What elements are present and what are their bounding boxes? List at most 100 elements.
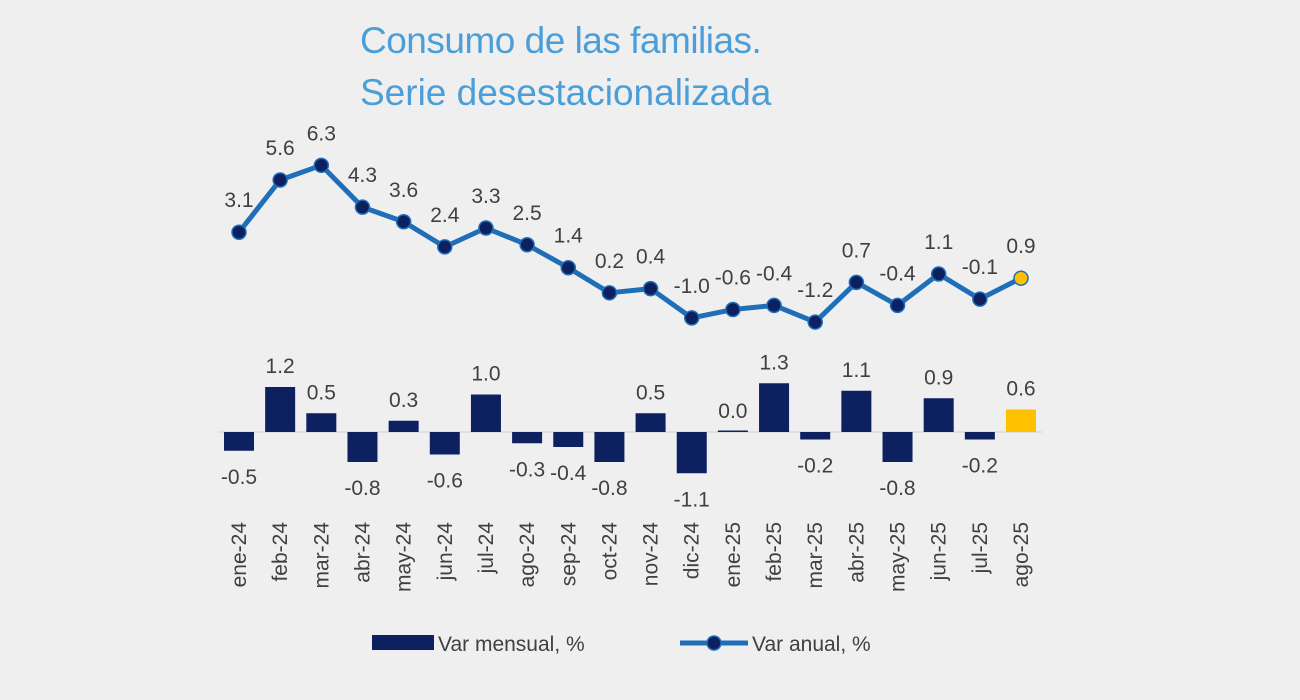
- bar-jul-25: [964, 432, 995, 440]
- bar-feb-25: [759, 383, 790, 432]
- chart-subtitle: Serie desestacionalizada: [360, 72, 772, 113]
- line-label: 0.4: [636, 246, 666, 269]
- x-tick-label: feb-25: [763, 522, 786, 582]
- bar-label: 0.5: [636, 381, 665, 404]
- line-point-ene-25: [725, 301, 741, 318]
- bar-label: -0.8: [591, 477, 627, 500]
- bar-ene-24: [224, 432, 254, 451]
- bar-abr-24: [347, 432, 378, 462]
- bar-label: 1.0: [471, 363, 500, 386]
- bar-sep-24: [553, 432, 584, 447]
- bar-may-25: [882, 432, 913, 462]
- line-point-feb-24: [272, 172, 288, 188]
- bar-label: 1.3: [759, 351, 788, 374]
- x-tick-label: ago-24: [516, 522, 539, 588]
- bar-mar-24: [306, 413, 337, 432]
- bar-label: -0.6: [427, 470, 463, 493]
- x-tick-label: jul-24: [475, 522, 498, 575]
- x-tick-label: feb-24: [269, 522, 292, 582]
- line-label: 3.1: [224, 189, 253, 212]
- x-tick-label: oct-24: [598, 522, 621, 581]
- bar-label: -1.1: [674, 488, 710, 511]
- bar-jul-24: [470, 394, 501, 432]
- x-tick-label: ago-25: [1010, 522, 1033, 587]
- line-point-mar-24: [313, 157, 330, 174]
- bar-abr-25: [841, 390, 872, 432]
- line-point-dic-24: [683, 310, 700, 326]
- x-tick-label: ene-24: [228, 522, 251, 588]
- x-tick-label: nov-24: [640, 522, 663, 587]
- bar-oct-24: [594, 432, 625, 462]
- line-point-mar-25: [807, 314, 823, 330]
- bar-label: -0.2: [797, 455, 833, 478]
- line-series: [237, 162, 1023, 325]
- line-label: 0.2: [595, 250, 624, 273]
- line-point-may-24: [395, 214, 412, 230]
- bar-nov-24: [635, 413, 666, 432]
- bar-label: -0.4: [550, 462, 587, 485]
- legend-bar-label: Var mensual, %: [438, 633, 585, 656]
- x-tick-label: ene-25: [722, 522, 745, 587]
- line-label: 5.6: [266, 137, 295, 160]
- bar-label: -0.3: [509, 458, 545, 481]
- bar-ago-25: [1006, 409, 1036, 432]
- line-label: -0.1: [962, 256, 998, 279]
- line-label: 2.5: [513, 202, 542, 225]
- line-label: 0.9: [1006, 235, 1035, 258]
- bar-label: 0.9: [924, 366, 953, 389]
- line-point-abr-25: [848, 274, 865, 291]
- x-tick-label: sep-24: [557, 522, 580, 587]
- line-point-ene-24: [231, 224, 247, 240]
- bar-ene-25: [717, 430, 748, 432]
- line-label: 2.4: [430, 204, 460, 227]
- x-tick-label: may-25: [887, 522, 910, 592]
- line-label: 3.6: [389, 179, 418, 202]
- line-label: 0.7: [842, 239, 871, 262]
- bar-label: 1.2: [266, 355, 295, 378]
- bar-dic-24: [676, 432, 707, 474]
- line-point-ago-25: [1013, 270, 1029, 286]
- bar-label: 1.1: [842, 359, 871, 382]
- line-label: 4.3: [348, 164, 377, 187]
- line-point-ago-24: [519, 237, 535, 253]
- bar-jun-24: [429, 432, 460, 455]
- bar-label: -0.8: [879, 477, 915, 500]
- bar-label: 0.6: [1006, 378, 1035, 401]
- line-label: -1.0: [674, 275, 710, 298]
- x-tick-label: jun-25: [928, 522, 951, 581]
- line-point-jun-24: [437, 239, 453, 255]
- line-label: -0.6: [715, 267, 751, 290]
- line-point-sep-24: [560, 259, 577, 276]
- x-tick-label: jun-24: [434, 522, 457, 582]
- bar-label: -0.5: [221, 466, 257, 489]
- chart-title: Consumo de las familias.: [360, 20, 762, 61]
- line-point-nov-24: [642, 280, 659, 297]
- line-point-jul-24: [478, 220, 494, 236]
- line-label: -0.4: [756, 262, 793, 285]
- line-point-abr-24: [354, 199, 371, 215]
- bar-may-24: [388, 420, 419, 432]
- x-tick-label: abr-25: [845, 522, 868, 583]
- line-point-may-25: [889, 297, 906, 314]
- bar-ago-24: [512, 432, 543, 444]
- bar-feb-24: [265, 387, 296, 432]
- line-point-oct-24: [601, 285, 618, 301]
- line-label: 1.1: [924, 231, 953, 254]
- legend-line-label: Var anual, %: [752, 633, 871, 656]
- x-tick-label: mar-25: [804, 522, 827, 589]
- bar-label: 0.0: [718, 400, 747, 423]
- x-tick-label: jul-25: [969, 522, 992, 574]
- line-label: 3.3: [471, 185, 500, 208]
- legend-line-marker: [706, 635, 722, 651]
- bar-mar-25: [800, 432, 831, 440]
- legend-bar-swatch: [372, 635, 434, 650]
- bar-label: 0.5: [307, 381, 336, 404]
- line-label: -0.4: [879, 262, 916, 285]
- bar-jun-25: [923, 398, 954, 432]
- bar-label: 0.3: [389, 389, 418, 412]
- bar-label: -0.8: [344, 477, 380, 500]
- x-tick-label: may-24: [393, 522, 416, 592]
- line-point-jul-25: [972, 291, 988, 307]
- x-tick-label: mar-24: [310, 522, 333, 589]
